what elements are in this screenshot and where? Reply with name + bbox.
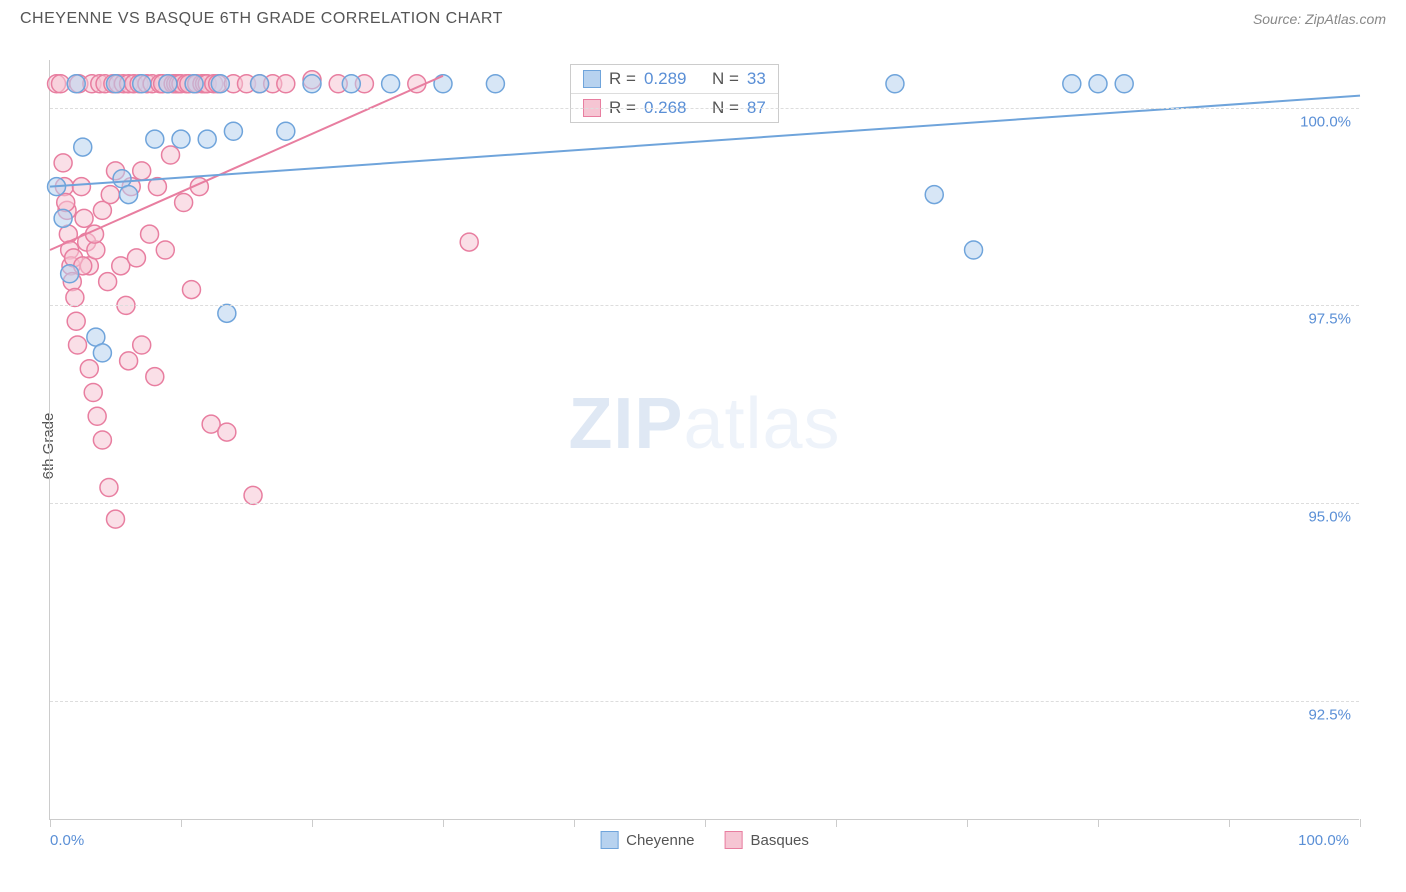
x-axis-end-label: 100.0% — [1298, 832, 1349, 849]
cheyenne-legend-label: Cheyenne — [626, 832, 694, 849]
legend-item-basques: Basques — [725, 831, 809, 849]
y-gridline-label: 100.0% — [1300, 113, 1351, 130]
cheyenne-r-value: 0.289 — [644, 69, 687, 89]
r-label: R = — [609, 69, 636, 89]
scatter-plot-svg — [50, 60, 1359, 819]
y-gridline-label: 92.5% — [1308, 707, 1351, 724]
y-gridline-label: 95.0% — [1308, 509, 1351, 526]
legend-item-cheyenne: Cheyenne — [600, 831, 694, 849]
basques-legend-label: Basques — [751, 832, 809, 849]
cheyenne-n-value: 33 — [747, 69, 766, 89]
stats-row-cheyenne: R = 0.289 N = 33 — [571, 65, 778, 93]
cheyenne-swatch-icon — [583, 70, 601, 88]
basques-legend-swatch-icon — [725, 831, 743, 849]
source-label: Source: ZipAtlas.com — [1253, 11, 1386, 27]
correlation-stats-box: R = 0.289 N = 33 R = 0.268 N = 87 — [570, 64, 779, 123]
y-gridline-label: 97.5% — [1308, 311, 1351, 328]
n-label: N = — [712, 69, 739, 89]
cheyenne-legend-swatch-icon — [600, 831, 618, 849]
chart-legend: Cheyenne Basques — [600, 831, 809, 849]
chart-title: CHEYENNE VS BASQUE 6TH GRADE CORRELATION… — [20, 10, 503, 28]
chart-plot-area: ZIPatlas R = 0.289 N = 33 R = 0.268 N = … — [49, 60, 1359, 820]
x-axis-start-label: 0.0% — [50, 832, 84, 849]
